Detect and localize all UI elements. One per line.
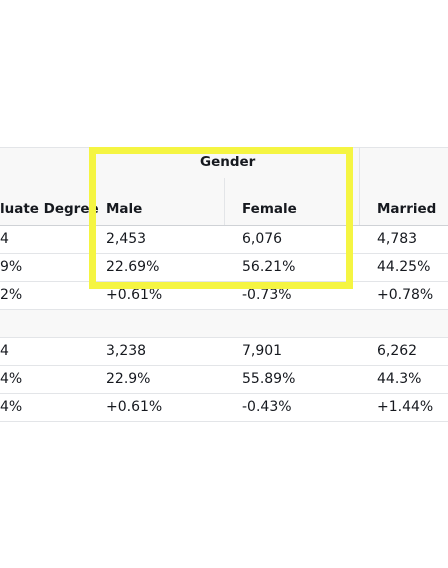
table-cell: 22.9% [106, 371, 151, 387]
column-header-graduate-degree[interactable]: luate Degree [0, 201, 99, 217]
table-cell: +0.78% [377, 287, 434, 303]
divider [359, 148, 360, 178]
column-header-row: luate Degree Male Female Married [0, 178, 448, 226]
table-cell: 44.25% [377, 259, 431, 275]
table-cell: 3,238 [106, 343, 147, 359]
table-cell: 22.69% [106, 259, 160, 275]
table-cell: +0.61% [106, 399, 163, 415]
column-header-female[interactable]: Female [242, 201, 297, 217]
table-cell: -0.73% [242, 287, 292, 303]
table-cell: -0.43% [242, 399, 292, 415]
table-row: 4% 22.9% 55.89% 44.3% [0, 366, 448, 394]
divider [89, 148, 90, 178]
table-row: 2% +0.61% -0.73% +0.78% [0, 282, 448, 310]
table-cell: 9% [0, 259, 23, 275]
column-header-male[interactable]: Male [106, 201, 143, 217]
table-cell: 44.3% [377, 371, 422, 387]
table-cell: 6,262 [377, 343, 418, 359]
table-cell: 4,783 [377, 231, 418, 247]
divider [224, 178, 225, 225]
table-row: 4% +0.61% -0.43% +1.44% [0, 394, 448, 422]
table-cell: +1.44% [377, 399, 434, 415]
table-cell: 6,076 [242, 231, 283, 247]
table-cell: 4 [0, 343, 9, 359]
table-row: 4 2,453 6,076 4,783 [0, 226, 448, 254]
table-cell: 7,901 [242, 343, 283, 359]
column-header-married[interactable]: Married [377, 201, 437, 217]
table-cell: 55.89% [242, 371, 296, 387]
table-cell: 2% [0, 287, 23, 303]
table-cell: 56.21% [242, 259, 296, 275]
divider [359, 178, 360, 225]
table-cell: 4% [0, 371, 23, 387]
table-cell: 2,453 [106, 231, 147, 247]
table-cell: 4 [0, 231, 9, 247]
table-cell: +0.61% [106, 287, 163, 303]
divider [89, 178, 90, 225]
table-row: 4 3,238 7,901 6,262 [0, 338, 448, 366]
section-separator-row [0, 310, 448, 338]
demographics-table: Gender luate Degree Male Female Married … [0, 147, 448, 427]
table-cell: 4% [0, 399, 23, 415]
table-row: 9% 22.69% 56.21% 44.25% [0, 254, 448, 282]
group-header-row: Gender [0, 147, 448, 179]
gender-group-header: Gender [200, 154, 256, 170]
